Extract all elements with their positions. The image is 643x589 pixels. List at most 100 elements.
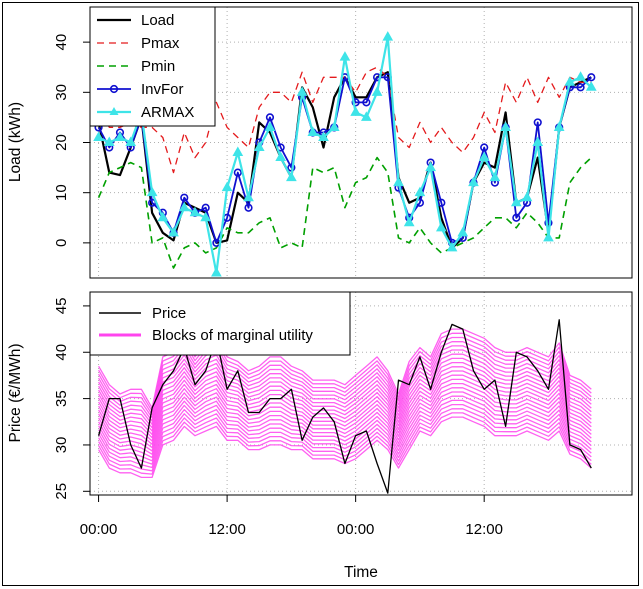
armax-point: [307, 126, 319, 136]
utility-block-line: [98, 345, 592, 422]
armax-point: [275, 151, 287, 162]
armax-point: [125, 136, 137, 146]
price-y-tick-label: 45: [53, 298, 70, 315]
time-x-tick-label: 00:00: [337, 521, 375, 538]
price-axis-ticks: 25 30 35 40 45 00:00 12:00 00:00 12:00: [53, 298, 503, 538]
invfor-point: [244, 203, 253, 212]
load-legend: Load Pmax Pmin InvFor ARMAX: [89, 6, 216, 127]
utility-block-line: [98, 353, 592, 429]
armax-point: [93, 131, 104, 141]
armax-point: [253, 141, 265, 152]
utility-block-line: [98, 349, 592, 426]
utility-block-line: [98, 357, 592, 432]
time-x-tick-label: 12:00: [208, 521, 246, 538]
armax-point: [168, 226, 179, 237]
invfor-point: [180, 193, 189, 202]
utility-block-line: [98, 391, 592, 459]
armax-point: [189, 206, 201, 217]
invfor-point: [587, 73, 596, 82]
armax-point: [264, 121, 276, 131]
armax-point: [510, 196, 522, 207]
armax-point: [232, 146, 244, 157]
utility-block-line: [98, 366, 592, 439]
armax-point: [478, 151, 490, 162]
armax-point: [500, 121, 511, 131]
utility-block-line: [98, 374, 592, 445]
armax-point: [103, 136, 115, 146]
armax-point: [446, 241, 458, 252]
time-x-axis-label: Time: [344, 564, 378, 581]
armax-point: [468, 176, 479, 187]
time-x-tick-label: 00:00: [80, 521, 118, 538]
legend-marker-invfor: [109, 84, 119, 94]
armax-point: [371, 86, 383, 96]
load-y-tick-label: 30: [53, 84, 70, 101]
armax-point: [157, 211, 169, 222]
utility-block-line: [98, 408, 592, 472]
price-y-tick-label: 35: [53, 390, 70, 407]
load-legend-keys: [97, 18, 131, 115]
utility-block-line: [98, 361, 592, 436]
armax-point: [114, 131, 126, 141]
legend-marker-armax: [109, 107, 119, 115]
legend-label-pmax: Pmax: [141, 35, 180, 52]
invfor-point: [233, 168, 242, 177]
price-legend-box: [89, 291, 351, 356]
armax-point: [243, 191, 254, 202]
price-series-group: [97, 319, 592, 494]
invfor-point: [480, 143, 489, 152]
armax-point: [585, 81, 597, 91]
invfor-point: [265, 113, 275, 122]
invfor-point: [201, 203, 210, 212]
armax-point: [435, 221, 447, 232]
load-y-tick-label: 0: [53, 239, 70, 247]
armax-point: [286, 171, 297, 182]
armax-point: [350, 106, 361, 116]
legend-label-invfor: InvFor: [141, 81, 184, 98]
armax-point: [361, 111, 372, 121]
price-legend-keys: [99, 312, 141, 337]
armax-point: [221, 181, 233, 192]
load-series-group: [93, 31, 597, 277]
load-y-tick-label: 10: [53, 184, 70, 201]
invfor-point: [533, 118, 542, 127]
armax-point: [521, 191, 533, 202]
armax-point: [532, 136, 544, 146]
price-panel: 25 30 35 40 45 00:00 12:00 00:00 12:00 Price (€/…: [7, 291, 633, 581]
load-y-ticks: 0 10 20 30 40: [53, 34, 90, 247]
armax-point: [425, 161, 436, 172]
legend-label-utility-blocks: Blocks of marginal utility: [152, 327, 313, 344]
armax-point: [543, 231, 554, 242]
utility-block-line: [98, 412, 592, 475]
utility-block-line: [98, 395, 592, 462]
armax-point: [489, 171, 501, 182]
invfor-point: [576, 83, 585, 92]
armax-point: [339, 51, 351, 61]
armax-point: [200, 211, 212, 222]
legend-label-armax: ARMAX: [141, 104, 194, 121]
price-legend: Price Blocks of marginal utility: [89, 291, 351, 356]
utility-block-line: [98, 399, 592, 465]
armax-point: [575, 71, 586, 81]
load-y-axis-label: Load (kWh): [7, 102, 24, 182]
armax-point: [211, 266, 222, 277]
invfor-point: [437, 198, 446, 207]
armax-point: [178, 201, 190, 212]
price-y-tick-label: 25: [53, 483, 70, 500]
armax-point: [296, 86, 308, 96]
armax-point: [318, 131, 329, 141]
load-y-tick-label: 20: [53, 134, 70, 151]
invfor-point: [362, 98, 371, 107]
price-y-tick-label: 40: [53, 344, 70, 361]
time-x-tick-label: 12:00: [465, 521, 503, 538]
utility-block-line: [98, 387, 592, 455]
legend-label-load: Load: [141, 12, 174, 29]
pmin-series-line: [97, 156, 592, 269]
armax-point: [328, 121, 340, 131]
armax-point: [403, 216, 415, 227]
armax-point: [414, 186, 426, 197]
load-panel: 0 10 20 30 40 Load (kWh) Load Pmax Pmin InvF…: [7, 6, 633, 279]
armax-point: [393, 176, 404, 187]
utility-block-line: [98, 370, 592, 442]
